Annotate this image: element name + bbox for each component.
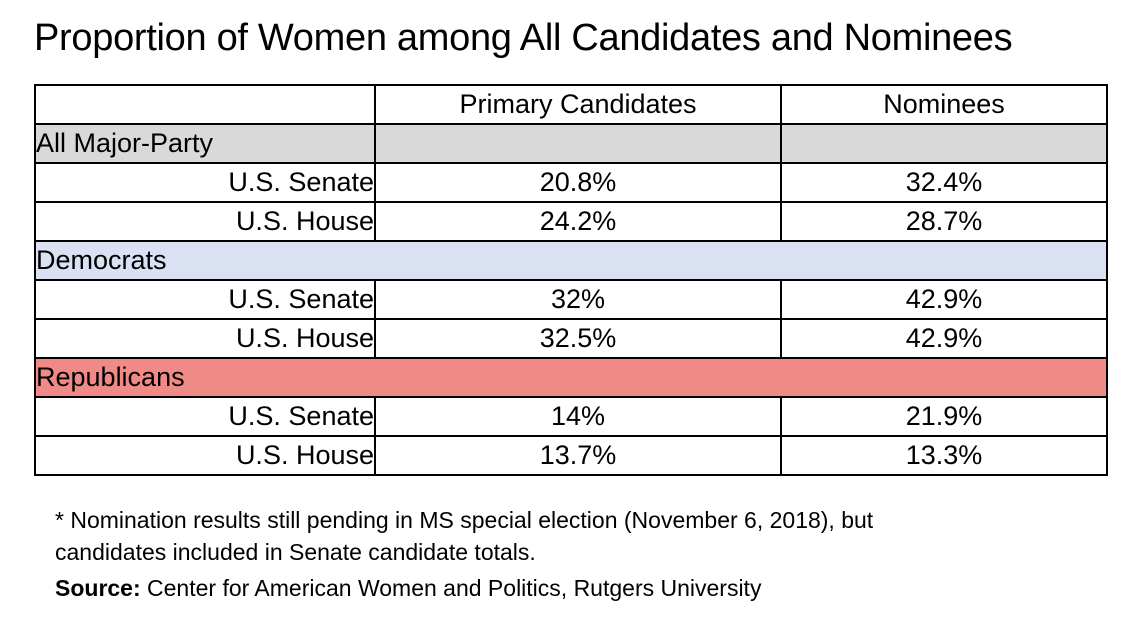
data-table: Primary Candidates Nominees All Major-Pa… bbox=[34, 84, 1108, 476]
primary-value: 32% bbox=[374, 279, 782, 320]
nominees-value: 28.7% bbox=[780, 201, 1108, 242]
footnote-line-2: candidates included in Senate candidate … bbox=[55, 539, 536, 565]
nominees-value: 13.3% bbox=[780, 435, 1108, 476]
table-row: U.S. House 24.2% 28.7% bbox=[34, 201, 1108, 242]
primary-value: 32.5% bbox=[374, 318, 782, 359]
section-row-major-party: All Major-Party bbox=[34, 123, 1108, 164]
section-empty-cell bbox=[780, 123, 1108, 164]
footnote-line-1: * Nomination results still pending in MS… bbox=[55, 507, 874, 533]
header-row: Primary Candidates Nominees bbox=[34, 84, 1108, 125]
office-label: U.S. House bbox=[34, 201, 376, 242]
column-header-primary: Primary Candidates bbox=[374, 84, 782, 125]
nominees-value: 21.9% bbox=[780, 396, 1108, 437]
section-label-major-party: All Major-Party bbox=[34, 123, 376, 164]
table-row: U.S. Senate 14% 21.9% bbox=[34, 396, 1108, 437]
office-label: U.S. Senate bbox=[34, 162, 376, 203]
source-line: Source: Center for American Women and Po… bbox=[55, 573, 761, 603]
table-title: Proportion of Women among All Candidates… bbox=[34, 17, 1013, 59]
source-label: Source: bbox=[55, 575, 141, 601]
source-text: Center for American Women and Politics, … bbox=[140, 575, 762, 601]
table-row: U.S. Senate 20.8% 32.4% bbox=[34, 162, 1108, 203]
primary-value: 24.2% bbox=[374, 201, 782, 242]
office-label: U.S. House bbox=[34, 318, 376, 359]
table-row: U.S. Senate 32% 42.9% bbox=[34, 279, 1108, 320]
table-row: U.S. House 13.7% 13.3% bbox=[34, 435, 1108, 476]
column-header-blank bbox=[34, 84, 376, 125]
primary-value: 20.8% bbox=[374, 162, 782, 203]
section-row-republicans: Republicans bbox=[34, 357, 1108, 398]
office-label: U.S. Senate bbox=[34, 396, 376, 437]
primary-value: 13.7% bbox=[374, 435, 782, 476]
office-label: U.S. Senate bbox=[34, 279, 376, 320]
nominees-value: 42.9% bbox=[780, 318, 1108, 359]
office-label: U.S. House bbox=[34, 435, 376, 476]
primary-value: 14% bbox=[374, 396, 782, 437]
column-header-nominees: Nominees bbox=[780, 84, 1108, 125]
nominees-value: 32.4% bbox=[780, 162, 1108, 203]
section-label-democrats: Democrats bbox=[34, 240, 1108, 281]
section-row-democrats: Democrats bbox=[34, 240, 1108, 281]
section-empty-cell bbox=[374, 123, 782, 164]
table-row: U.S. House 32.5% 42.9% bbox=[34, 318, 1108, 359]
section-label-republicans: Republicans bbox=[34, 357, 1108, 398]
nominees-value: 42.9% bbox=[780, 279, 1108, 320]
